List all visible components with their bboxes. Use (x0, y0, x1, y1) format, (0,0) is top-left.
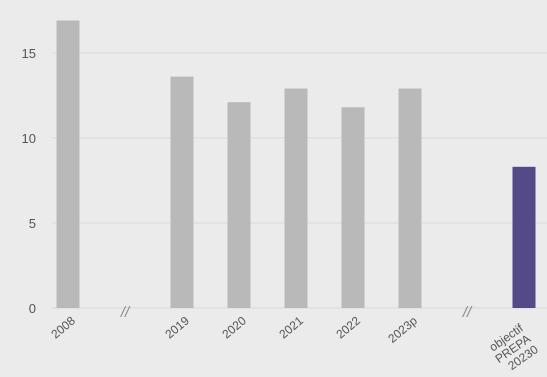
x-tick-label: 2022 (333, 313, 363, 341)
bar-2023p (398, 88, 422, 308)
x-tick-label: 2008 (48, 313, 78, 341)
y-tick-label: 5 (29, 216, 36, 231)
y-axis: 0 5 10 15 (22, 46, 36, 316)
bars (56, 20, 536, 309)
y-tick-label: 0 (29, 301, 36, 316)
x-tick-label: 2020 (219, 313, 249, 341)
axis-break-mark: // (120, 304, 131, 321)
bar-2022 (341, 107, 365, 308)
y-tick-label: 10 (22, 131, 36, 146)
x-tick-label: 2023p (385, 313, 420, 345)
bar-2020 (227, 102, 251, 308)
x-tick-label: 2019 (162, 313, 192, 341)
bar-2019 (170, 76, 194, 308)
x-axis: 2008 // 2019 2020 2021 2022 2023p // objectifPRE… (48, 304, 541, 373)
y-tick-label: 15 (22, 46, 36, 61)
x-tick-label: 2021 (276, 313, 306, 341)
bar-2021 (284, 88, 308, 308)
bar-2008 (56, 20, 80, 309)
x-tick-label: objectifPREPA20230 (485, 321, 541, 372)
bar-objectif-prepa-20230 (512, 166, 536, 308)
axis-break-mark: // (462, 304, 473, 321)
